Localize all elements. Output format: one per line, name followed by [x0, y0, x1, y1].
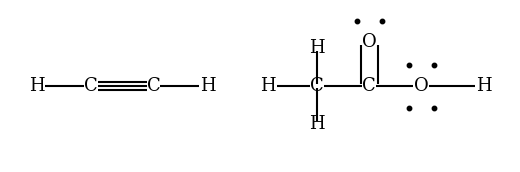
Text: O: O	[414, 77, 428, 95]
Text: C: C	[310, 77, 324, 95]
Text: C: C	[84, 77, 98, 95]
Text: H: H	[29, 77, 44, 95]
Text: O: O	[362, 33, 376, 51]
Text: H: H	[260, 77, 276, 95]
Text: C: C	[362, 77, 376, 95]
Text: C: C	[147, 77, 160, 95]
Text: H: H	[200, 77, 216, 95]
Text: H: H	[309, 39, 325, 57]
Text: H: H	[309, 115, 325, 133]
Text: H: H	[476, 77, 491, 95]
